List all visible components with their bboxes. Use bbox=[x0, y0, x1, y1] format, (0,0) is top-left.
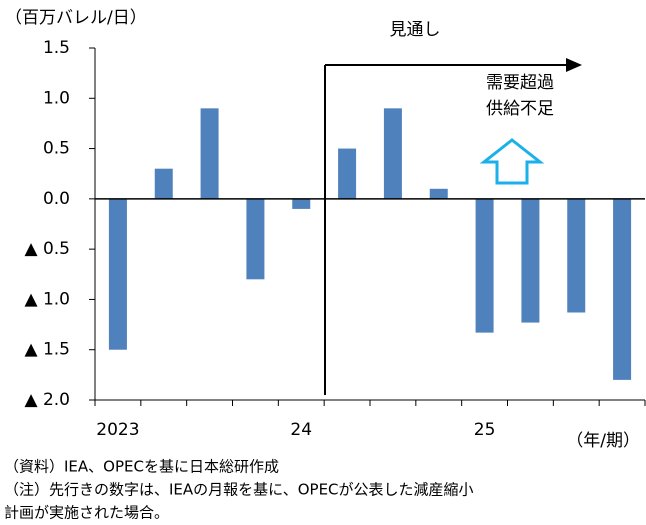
bar bbox=[154, 168, 173, 199]
y-tick-label: ▲ 0.5 bbox=[24, 239, 70, 259]
bar bbox=[383, 108, 402, 199]
bar bbox=[246, 198, 265, 280]
y-tick-label: ▲ 1.5 bbox=[24, 340, 70, 360]
x-tick-label: 25 bbox=[474, 420, 496, 440]
bar bbox=[475, 198, 494, 333]
y-tick-label: ▲ 1.0 bbox=[24, 289, 70, 309]
note: 計画が実施された場合。 bbox=[4, 504, 169, 522]
bar bbox=[567, 198, 586, 313]
note: （資料）IEA、OPECを基に日本総研作成 bbox=[4, 458, 279, 476]
y-unit-label: （百万バレル/日） bbox=[5, 8, 147, 28]
up-arrow-icon bbox=[479, 138, 545, 185]
bar bbox=[108, 198, 127, 350]
arrow-head bbox=[566, 58, 582, 72]
y-tick-label: 0.5 bbox=[43, 139, 70, 159]
bar bbox=[292, 198, 311, 209]
bar bbox=[200, 108, 219, 199]
bar bbox=[521, 198, 540, 323]
x-tick-label: 2023 bbox=[96, 420, 139, 440]
x-tick-label: 24 bbox=[290, 420, 312, 440]
x-unit-label: （年/期） bbox=[566, 431, 640, 451]
annotation: 需要超過 bbox=[486, 73, 554, 93]
bar bbox=[429, 188, 448, 199]
bar bbox=[613, 198, 632, 380]
bar bbox=[338, 148, 357, 199]
forecast-label: 見通し bbox=[390, 20, 441, 40]
y-tick-label: ▲ 2.0 bbox=[24, 390, 70, 410]
y-tick-label: 1.5 bbox=[43, 38, 70, 58]
note: （注）先行きの数字は、IEAの月報を基に、OPECが公表した減産縮小 bbox=[4, 481, 474, 499]
y-tick-label: 0.0 bbox=[43, 189, 70, 209]
y-tick-label: 1.0 bbox=[43, 88, 70, 108]
annotation: 供給不足 bbox=[486, 99, 554, 119]
